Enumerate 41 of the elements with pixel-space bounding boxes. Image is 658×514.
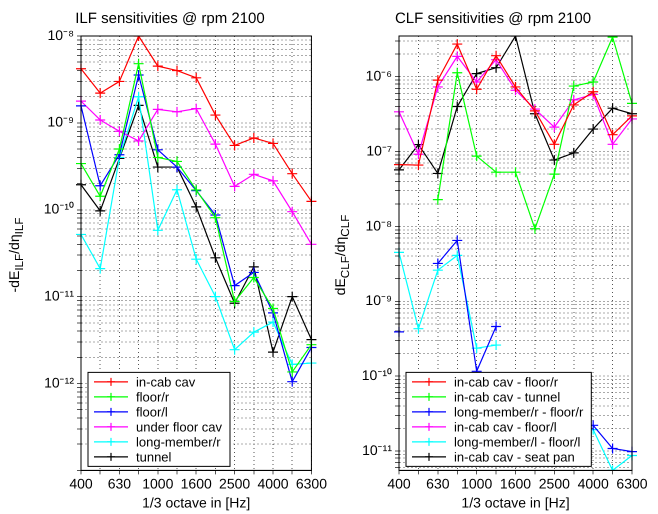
- x-tick-label: 630: [426, 476, 450, 492]
- y-tick-label: 10⁻⁹: [47, 114, 74, 130]
- legend-label: in-cab cav: [136, 374, 196, 390]
- x-tick-label: 6300: [296, 476, 328, 492]
- x-tick-label: 1000: [461, 476, 492, 492]
- y-tick-label: 10⁻⁸: [366, 217, 392, 234]
- y-tick-label: 10⁻¹⁰: [44, 200, 74, 217]
- x-tick-label: 400: [69, 476, 93, 492]
- x-tick-label: 2500: [538, 476, 570, 492]
- x-tick-label: 2500: [219, 476, 250, 492]
- y-tick-label: 10⁻¹¹: [362, 442, 392, 458]
- legend-label: in-cab cav - tunnel: [454, 389, 560, 404]
- y-tick-label: 10⁻⁸: [48, 26, 74, 43]
- y-tick-label: 10⁻¹²: [44, 374, 74, 390]
- x-axis-title: 1/3 octave in [Hz]: [142, 494, 250, 510]
- legend-label: long-member/r: [136, 434, 222, 450]
- y-tick-label: 10⁻⁹: [365, 292, 392, 308]
- legend-label: in-cab cav - seat pan: [454, 449, 575, 464]
- chart-title: CLF sensitivities @ rpm 2100: [394, 10, 592, 28]
- legend-label: in-cab cav - floor/r: [454, 374, 559, 390]
- legend-label: under floor cav: [136, 419, 222, 434]
- x-tick-label: 400: [387, 476, 411, 492]
- y-tick-label: 10⁻⁷: [366, 142, 392, 158]
- y-tick-label: 10⁻¹⁰: [362, 366, 392, 383]
- y-tick-label: 10⁻⁶: [366, 68, 392, 84]
- x-tick-label: 4000: [578, 476, 609, 492]
- y-tick-label: 10⁻¹¹: [44, 288, 74, 304]
- x-axis-title: 1/3 octave in [Hz]: [461, 494, 570, 510]
- x-tick-label: 6300: [616, 476, 648, 492]
- x-tick-label: 1600: [180, 476, 212, 492]
- x-tick-label: 4000: [257, 476, 289, 492]
- legend-label: in-cab cav - floor/l: [454, 419, 557, 434]
- x-tick-label: 1600: [500, 476, 532, 492]
- legend-label: long-member/l - floor/l: [454, 434, 581, 450]
- legend-label: long-member/r - floor/r: [454, 404, 584, 420]
- legend-label: floor/l: [136, 404, 168, 420]
- x-tick-label: 630: [108, 476, 132, 492]
- chart-title: ILF sensitivities @ rpm 2100: [75, 10, 265, 28]
- x-tick-label: 1000: [142, 476, 174, 492]
- legend-label: floor/r: [136, 389, 170, 404]
- legend-label: tunnel: [136, 449, 172, 464]
